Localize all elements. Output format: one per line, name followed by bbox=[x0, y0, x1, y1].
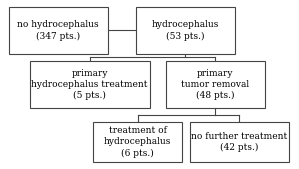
FancyBboxPatch shape bbox=[166, 61, 265, 108]
Text: no further treatment
(42 pts.): no further treatment (42 pts.) bbox=[191, 132, 287, 152]
Text: hydrocephalus
(53 pts.): hydrocephalus (53 pts.) bbox=[152, 20, 219, 41]
Text: primary
tumor removal
(48 pts.): primary tumor removal (48 pts.) bbox=[181, 69, 249, 100]
Text: no hydrocephalus
(347 pts.): no hydrocephalus (347 pts.) bbox=[18, 20, 99, 41]
FancyBboxPatch shape bbox=[30, 61, 150, 108]
FancyBboxPatch shape bbox=[9, 7, 108, 54]
FancyBboxPatch shape bbox=[136, 7, 235, 54]
FancyBboxPatch shape bbox=[190, 122, 289, 162]
Text: primary
hydrocephalus treatment
(5 pts.): primary hydrocephalus treatment (5 pts.) bbox=[31, 69, 148, 100]
Text: treatment of
hydrocephalus
(6 pts.): treatment of hydrocephalus (6 pts.) bbox=[104, 126, 171, 158]
FancyBboxPatch shape bbox=[93, 122, 182, 162]
